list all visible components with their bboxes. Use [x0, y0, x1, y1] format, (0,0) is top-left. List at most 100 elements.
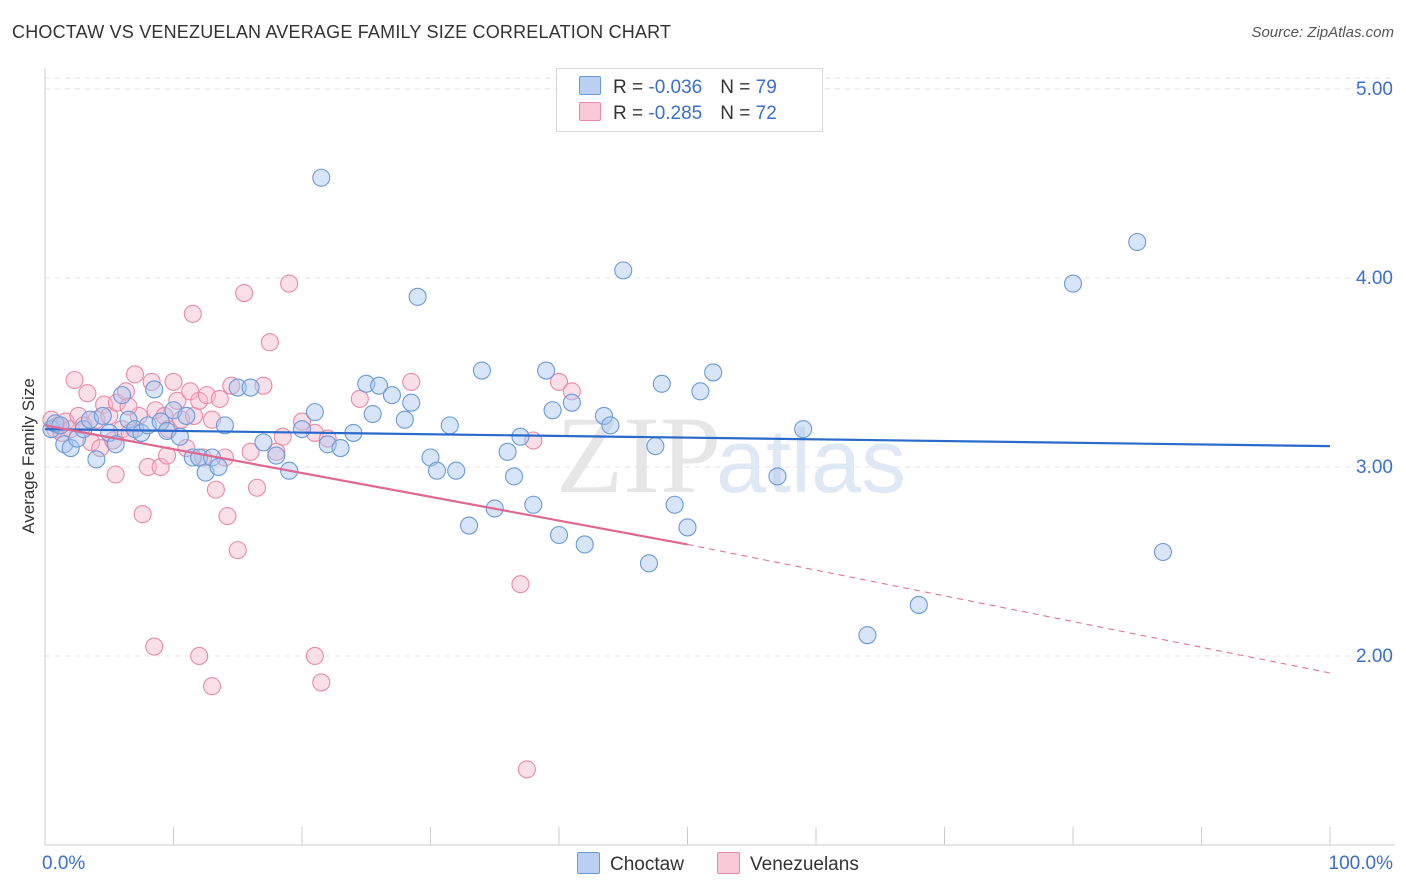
venezuelan-point: [119, 397, 138, 416]
venezuelan-point: [138, 457, 157, 477]
choctaw-point: [209, 457, 228, 477]
trend-lines: [44, 424, 1331, 674]
choctaw-point: [87, 450, 106, 469]
choctaw-point: [402, 393, 421, 412]
y-tick-label: 5.00: [1356, 79, 1393, 100]
legend-r-label: R =: [613, 77, 649, 98]
choctaw-trend-line: [44, 428, 1331, 448]
choctaw-point: [145, 380, 164, 399]
venezuelan-point: [241, 442, 260, 461]
venezuelan-point: [168, 391, 187, 410]
venezuelan-point: [280, 274, 299, 293]
choctaw-point: [408, 287, 427, 306]
choctaw-point: [472, 361, 491, 380]
choctaw-point: [447, 461, 466, 480]
choctaw-point: [170, 427, 189, 446]
choctaw-point: [370, 376, 389, 395]
venezuelan-point: [206, 480, 225, 499]
venezuelan-point: [125, 365, 144, 384]
choctaw-point: [594, 406, 614, 425]
choctaw-point: [1063, 274, 1083, 293]
venezuelan-point: [318, 429, 337, 448]
venezuelan-points: [42, 274, 581, 779]
venezuelan-point: [350, 389, 369, 408]
legend-r-value: -0.036: [648, 77, 703, 98]
choctaw-point: [292, 420, 312, 439]
choctaw-point: [794, 420, 813, 439]
venezuelan-point: [218, 507, 237, 526]
venezuelan-point: [183, 304, 202, 323]
choctaw-point: [524, 495, 543, 514]
venezuelan-point: [305, 646, 324, 666]
choctaw-point: [678, 518, 697, 537]
choctaw-point: [575, 535, 594, 554]
venezuelan-point: [65, 370, 84, 390]
choctaw-point: [440, 416, 459, 435]
watermark-atlas: atlas: [716, 412, 906, 512]
choctaw-points: [42, 168, 1172, 645]
choctaw-point: [652, 374, 671, 393]
choctaw-point: [646, 437, 665, 456]
choctaw-point: [61, 438, 80, 458]
choctaw-point: [51, 416, 70, 435]
choctaw-point: [691, 382, 710, 401]
choctaw-point: [331, 438, 350, 458]
choctaw-point: [858, 626, 877, 645]
venezuelan-point: [549, 372, 569, 391]
tick-labels: 2.00 3.00 4.00 5.00 0.0% 100.0%: [42, 79, 1393, 874]
correlation-legend: R = -0.036 N = 79 R = -0.285 N = 72: [556, 68, 823, 132]
choctaw-point: [459, 516, 479, 535]
venezuelan-trend-extension: [687, 543, 1331, 674]
choctaw-point: [177, 406, 196, 425]
choctaw-point: [267, 446, 286, 465]
choctaw-point: [504, 467, 524, 486]
choctaw-legend-label: Choctaw: [610, 854, 684, 875]
venezuelan-point: [133, 505, 152, 524]
x-tick-label: 100.0%: [1329, 853, 1394, 874]
chart-title: CHOCTAW VS VENEZUELAN AVERAGE FAMILY SIZ…: [12, 22, 672, 42]
choctaw-point: [562, 393, 581, 412]
choctaw-point: [215, 416, 234, 435]
legend-r-value: -0.285: [648, 103, 703, 124]
watermark-zip: ZIP: [556, 394, 721, 516]
choctaw-point: [93, 406, 112, 425]
choctaw-point: [639, 554, 659, 573]
choctaw-point: [768, 467, 787, 486]
venezuelan-point: [312, 673, 331, 692]
choctaw-point: [537, 361, 556, 380]
choctaw-point: [363, 404, 382, 424]
venezuelan-legend-label: Venezuelans: [750, 854, 859, 875]
choctaw-point: [119, 410, 138, 429]
venezuelan-swatch: [579, 102, 601, 121]
choctaw-point: [614, 261, 633, 280]
legend-n-value: 79: [755, 77, 777, 98]
choctaw-point: [427, 461, 446, 480]
choctaw-point: [241, 378, 260, 397]
choctaw-point: [498, 442, 517, 461]
y-axis-label: Average Family Size: [19, 378, 38, 534]
venezuelan-point: [235, 283, 254, 303]
choctaw-point: [909, 595, 928, 614]
bottom-legend-choctaw: Choctaw: [577, 852, 684, 876]
venezuelan-point: [210, 389, 229, 408]
venezuelan-point: [247, 478, 267, 497]
chart-source: Source: ZipAtlas.com: [1251, 24, 1394, 41]
y-tick-label: 4.00: [1356, 268, 1393, 289]
venezuelan-trend-line: [44, 424, 688, 546]
choctaw-point: [228, 378, 247, 397]
choctaw-point: [665, 495, 684, 514]
venezuelan-point: [228, 541, 247, 560]
choctaw-point: [704, 363, 723, 382]
venezuelan-point: [222, 376, 241, 395]
venezuelan-point: [145, 637, 164, 656]
choctaw-point: [113, 386, 132, 405]
venezuelan-point: [146, 401, 165, 420]
venezuelan-point: [151, 457, 170, 477]
venezuelan-point: [292, 412, 312, 431]
legend-n-label: N =: [720, 77, 756, 98]
legend-n-label: N =: [720, 103, 756, 124]
watermark: ZIP atlas: [556, 394, 906, 516]
venezuelan-point: [106, 465, 125, 484]
venezuelan-point: [203, 677, 222, 696]
